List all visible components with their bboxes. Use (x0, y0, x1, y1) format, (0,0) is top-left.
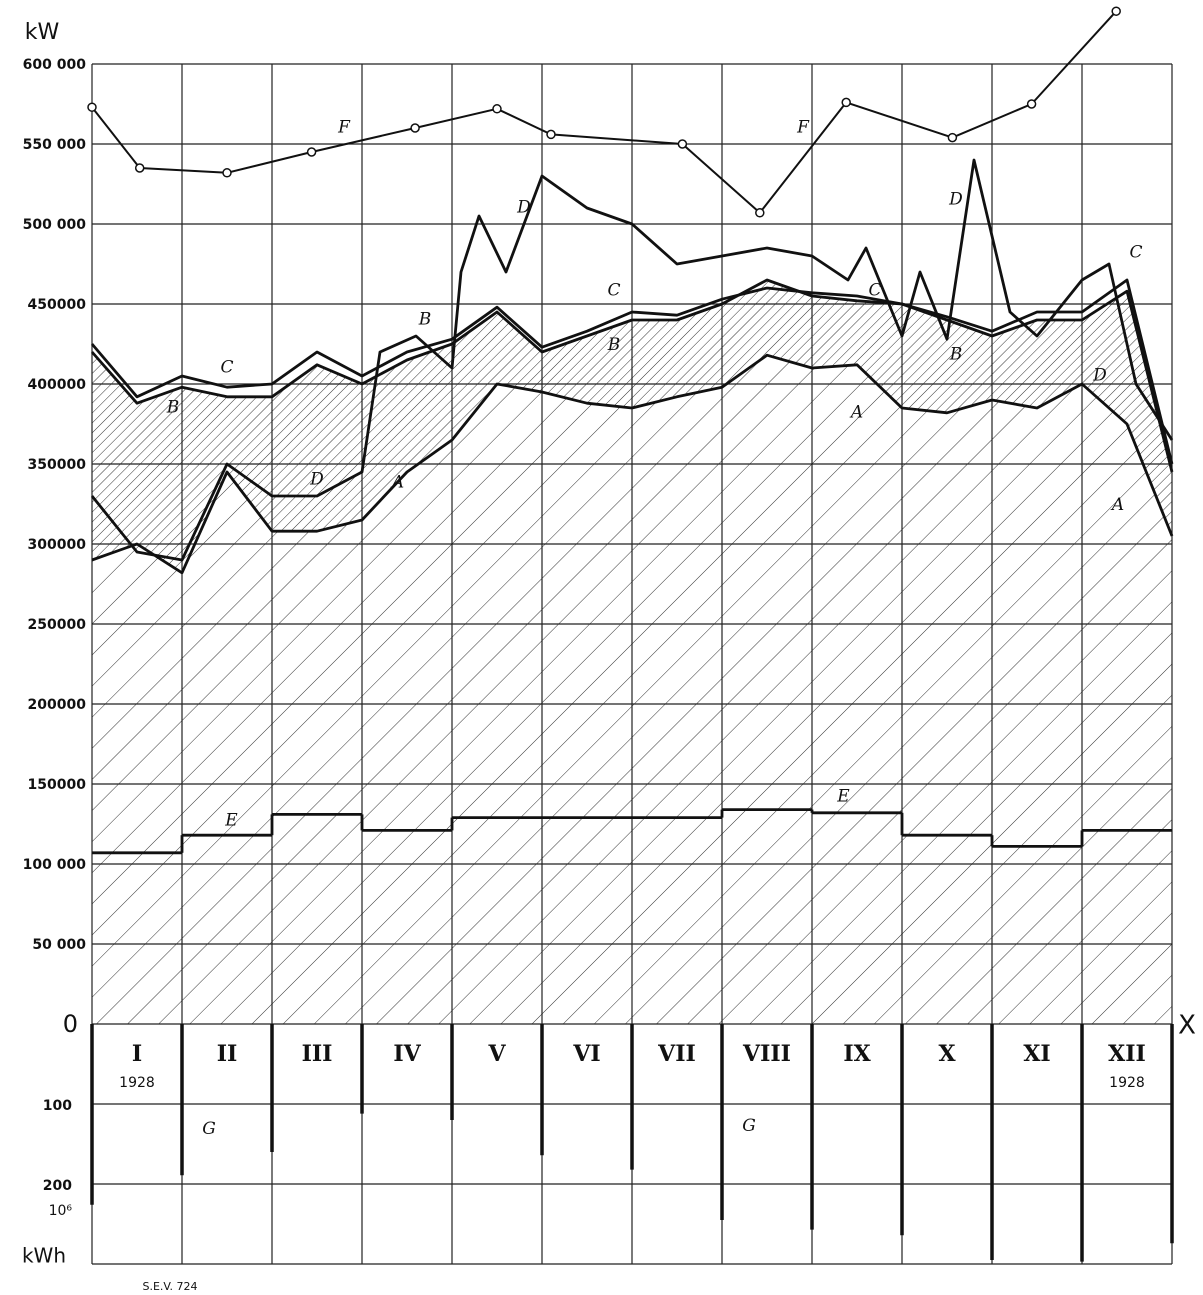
curve-label: C (220, 358, 233, 378)
marker (546, 129, 556, 140)
curve-label: E (836, 786, 850, 806)
curve-label: F (337, 118, 351, 138)
marker (841, 97, 851, 108)
month-label: VI (572, 1041, 600, 1067)
curve-label: D (1092, 366, 1107, 386)
curve-label: D (948, 190, 963, 210)
y-tick-label: 350000 (28, 457, 87, 473)
marker (1111, 6, 1121, 16)
y-axis-label: kW (25, 20, 60, 45)
y-tick-label: 0 (63, 1010, 78, 1038)
energy-tick-label: 100 (43, 1098, 72, 1114)
y-tick-label: 300000 (28, 537, 87, 553)
y-tick-label: 100 000 (23, 857, 87, 873)
energy-axis-label: kWh (22, 1244, 66, 1268)
series-line (90, 158, 1174, 562)
month-label: VII (657, 1041, 696, 1067)
month-label: XI (1023, 1041, 1050, 1067)
curve-label: C (607, 281, 620, 301)
footer: S.E.V. 724 (142, 1280, 197, 1293)
series-line (90, 278, 1174, 473)
marker (410, 123, 420, 133)
marker (134, 163, 145, 173)
marker (87, 102, 97, 112)
month-label: VIII (742, 1041, 791, 1067)
y-tick-label: 50 000 (32, 937, 86, 953)
month-label: IV (393, 1041, 421, 1067)
curve-label: A (849, 402, 863, 422)
curve-label: B (949, 345, 963, 365)
month-label: II (217, 1041, 238, 1067)
y-tick-label: 150000 (28, 777, 87, 793)
y-tick-label: 400000 (28, 377, 87, 393)
month-label: III (302, 1041, 333, 1067)
y-tick-label: 250000 (28, 617, 87, 633)
series-line (90, 278, 1174, 465)
marker (755, 208, 765, 218)
month-label: IX (843, 1041, 871, 1067)
curve-label: D (309, 470, 324, 490)
y-tick-label: 500 000 (23, 217, 87, 233)
curve-label: F (796, 118, 810, 138)
curve-label: A (1110, 495, 1124, 515)
y-tick-label: 200000 (28, 697, 87, 713)
marker (1026, 99, 1037, 109)
curve-label: A (390, 473, 404, 493)
curve-label: E (224, 810, 238, 830)
curve-label: D (516, 198, 531, 218)
curve-label: G (202, 1119, 216, 1139)
y-tick-label: 600 000 (23, 57, 87, 73)
curve-label: C (868, 281, 881, 301)
marker (492, 104, 502, 114)
y-tick-label: 550 000 (23, 137, 87, 153)
series-line (91, 10, 1117, 214)
month-label: XII (1108, 1041, 1146, 1067)
marker (306, 147, 317, 157)
series-line (91, 353, 1174, 575)
x-axis-label: X (1178, 1011, 1196, 1041)
y-tick-label: 450000 (28, 297, 87, 313)
marker (677, 139, 688, 149)
curve-label: G (742, 1116, 756, 1136)
marker (947, 132, 958, 143)
year-label: 1928 (119, 1075, 155, 1091)
curve-label: B (166, 398, 180, 418)
curve-label: C (1129, 242, 1142, 262)
curve-label: B (607, 335, 621, 355)
month-label: I (132, 1041, 142, 1067)
month-label: V (487, 1041, 506, 1067)
energy-tick-label: 200 (43, 1178, 72, 1194)
marker (222, 168, 232, 178)
year-label: 1928 (1109, 1075, 1145, 1091)
month-label: X (938, 1041, 956, 1067)
curve-label: B (418, 310, 432, 330)
energy-unit: 10⁶ (49, 1203, 73, 1219)
